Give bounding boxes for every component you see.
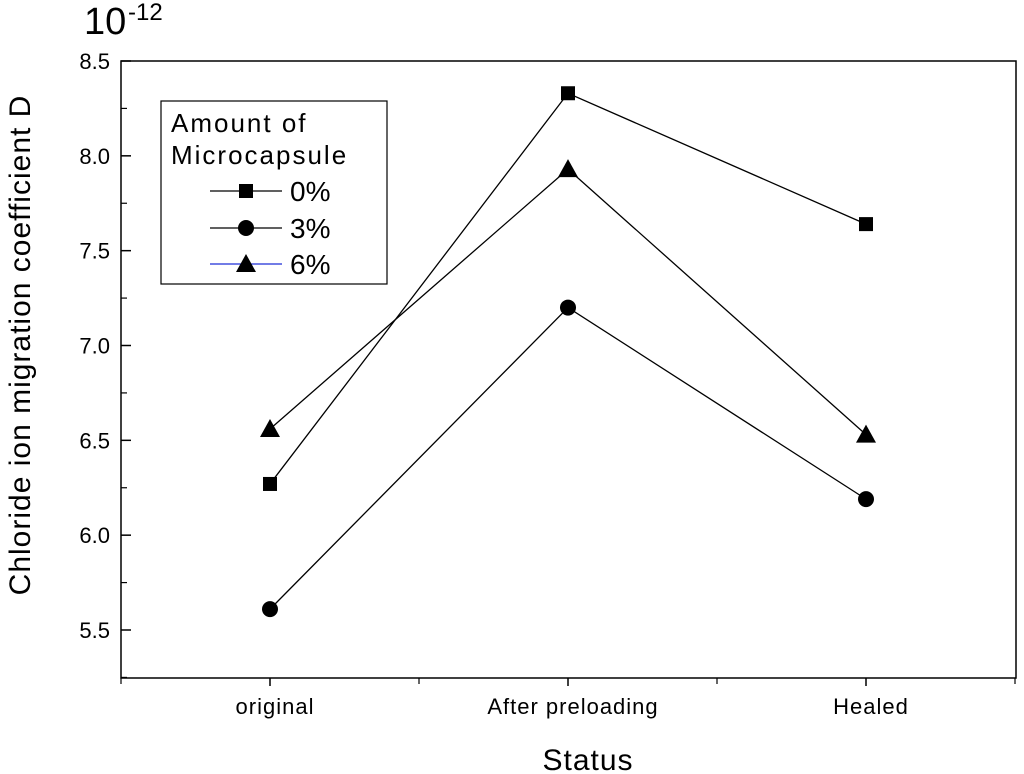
legend: Amount of Microcapsule 0% 3% 6%: [160, 100, 388, 285]
legend-marker-triangle: [236, 254, 256, 272]
y-scale-base: 10: [84, 1, 126, 43]
y-tick-label: 7.0: [79, 334, 110, 359]
y-tick-label: 8.0: [79, 144, 110, 169]
legend-entries: 0% 3% 6%: [210, 176, 330, 280]
data-point-square: [263, 476, 277, 491]
legend-title-line-2: Microcapsule: [171, 140, 348, 170]
data-point-circle: [858, 491, 874, 508]
legend-title-line-1: Amount of: [171, 108, 308, 138]
x-tick-label: original: [236, 694, 315, 719]
y-tick-label: 6.0: [79, 523, 110, 548]
legend-label: 6%: [290, 249, 330, 280]
y-scale-exponent: -12: [128, 0, 163, 26]
x-tick-label: After preloading: [487, 694, 658, 719]
y-tick-label: 5.5: [79, 618, 110, 643]
x-axis: original After preloading Healed: [120, 678, 1016, 719]
y-axis: 5.5 6.0 6.5 7.0 7.5 8.0 8.5: [79, 49, 131, 679]
legend-label: 3%: [290, 213, 330, 244]
data-point-triangle: [558, 159, 578, 178]
data-point-square: [561, 86, 575, 101]
data-point-triangle: [856, 424, 876, 443]
legend-marker-square: [239, 184, 253, 198]
data-point-square: [859, 217, 873, 232]
series-line-3pct: [269, 306, 867, 610]
legend-box: [160, 100, 388, 285]
y-tick-label: 8.5: [79, 49, 110, 74]
legend-label: 0%: [290, 176, 330, 207]
x-tick-label: Healed: [833, 694, 909, 719]
data-point-circle: [560, 299, 576, 316]
y-axis-title: Chloride ion migration coefficient D: [4, 95, 37, 596]
data-point-circle: [262, 601, 278, 618]
data-point-triangle: [260, 418, 280, 437]
y-tick-label: 7.5: [79, 239, 110, 264]
series-markers: [260, 86, 876, 618]
y-tick-label: 6.5: [79, 428, 110, 453]
x-axis-title: Status: [542, 744, 633, 774]
legend-marker-circle: [238, 220, 254, 236]
